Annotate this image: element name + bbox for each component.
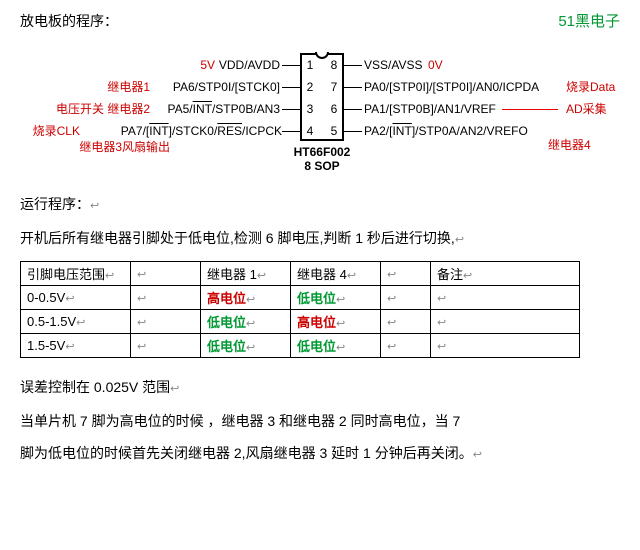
ann-clk: 烧录CLK [33, 124, 80, 138]
para-last2: 脚为低电位的时候首先关闭继电器 2,风扇继电器 3 延时 1 分钟后再关闭。↩ [20, 442, 620, 466]
pin-label-7: PA0/[STP0I]/[STP0I]/AN0/ICPDA [364, 80, 564, 94]
pin-line [282, 131, 300, 132]
cell-r4-0: 低电位 [297, 291, 336, 306]
cell-r4-2: 低电位 [297, 339, 336, 354]
pin-line [282, 65, 300, 66]
para-error: 误差控制在 0.025V 范围↩ [20, 376, 620, 400]
para-last1: 当单片机 7 脚为高电位的时候 ，继电器 3 和继电器 2 同时高电位，当 7 [20, 410, 620, 432]
pin-line [344, 65, 362, 66]
ann-relay3: 继电器3风扇输出 [79, 140, 170, 154]
pin-num-6: 6 [328, 102, 340, 116]
ann-ad: AD采集 [566, 102, 607, 116]
pin-num-8: 8 [328, 58, 340, 72]
pin-num-3: 3 [304, 102, 316, 116]
ann-relay4: 继电器4 [548, 138, 591, 152]
ann-relay1: 继电器1 [107, 80, 150, 94]
pin-line [344, 109, 362, 110]
table-row: 0.5-1.5V↩ ↩ 低电位↩ 高电位↩ ↩ ↩ [21, 310, 580, 334]
ann-data: 烧录Data [566, 80, 615, 94]
pin-num-7: 7 [328, 80, 340, 94]
pin-line [344, 87, 362, 88]
pin-line [282, 87, 300, 88]
arrow-ad [502, 109, 558, 110]
pin-num-5: 5 [328, 124, 340, 138]
table-header-row: 引脚电压范围↩ ↩ 继电器 1↩ 继电器 4↩ ↩ 备注↩ [21, 262, 580, 286]
page-title: 放电板的程序： [20, 11, 118, 31]
pin-label-8: VSS/AVSS [364, 58, 544, 72]
table-row: 0-0.5V↩ ↩ 高电位↩ 低电位↩ ↩ ↩ [21, 286, 580, 310]
cell-r1-2: 低电位 [207, 339, 246, 354]
ann-5v: 5V [200, 58, 215, 72]
cell-r1-1: 低电位 [207, 315, 246, 330]
para-boot: 开机后所有继电器引脚处于低电位,检测 6 脚电压,判断 1 秒后进行切换,↩ [20, 227, 620, 251]
voltage-table: 引脚电压范围↩ ↩ 继电器 1↩ 继电器 4↩ ↩ 备注↩ 0-0.5V↩ ↩ … [20, 261, 580, 358]
pin-num-4: 4 [304, 124, 316, 138]
ann-0v: 0V [428, 58, 443, 72]
table-row: 1.5-5V↩ ↩ 低电位↩ 低电位↩ ↩ ↩ [21, 334, 580, 358]
chip-diagram: 1 VDD/AVDD 5V 2 PA6/STP0I/[STCK0] 继电器1 3… [20, 43, 620, 183]
watermark: 51黑电子 [558, 10, 620, 31]
ann-relay2: 电压开关 继电器2 [56, 102, 150, 116]
chip-name: HT66F002 8 SOP [282, 145, 362, 173]
pin-num-2: 2 [304, 80, 316, 94]
section-run-title: 运行程序：↩ [20, 193, 620, 217]
cell-r4-1: 高电位 [297, 315, 336, 330]
pin-line [282, 109, 300, 110]
cell-r1-0: 高电位 [207, 291, 246, 306]
pin-num-1: 1 [304, 58, 316, 72]
pin-label-5: PA2/[INT]/STP0A/AN2/VREFO [364, 124, 544, 138]
pin-label-4: PA7/[INT]/STCK0/RES/ICPCK [102, 124, 282, 138]
pin-line [344, 131, 362, 132]
